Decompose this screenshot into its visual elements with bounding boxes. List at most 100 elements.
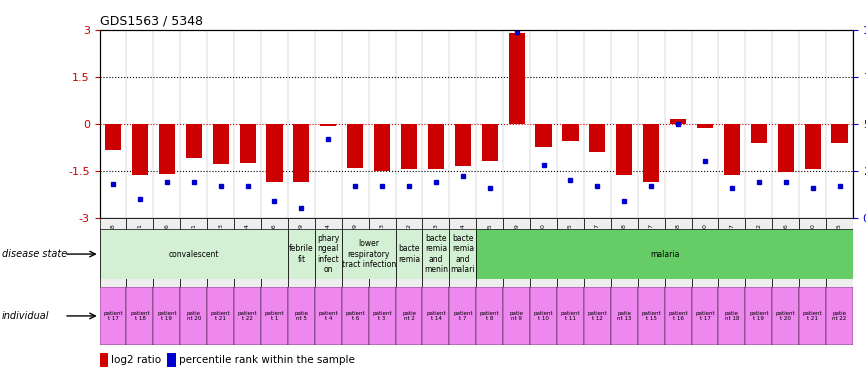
Bar xyxy=(611,287,637,345)
Text: GSM63326: GSM63326 xyxy=(165,223,170,257)
Bar xyxy=(503,287,530,345)
Text: malaria: malaria xyxy=(650,250,679,259)
Text: disease state: disease state xyxy=(2,249,67,259)
Text: patie
nt 18: patie nt 18 xyxy=(725,310,739,321)
Text: percentile rank within the sample: percentile rank within the sample xyxy=(178,355,354,365)
Text: patient
t 21: patient t 21 xyxy=(210,310,230,321)
Text: GDS1563 / 5348: GDS1563 / 5348 xyxy=(100,15,203,27)
Text: GSM63323: GSM63323 xyxy=(379,223,385,257)
Bar xyxy=(428,124,444,169)
Bar xyxy=(557,287,584,345)
Text: bacte
remia: bacte remia xyxy=(398,244,420,264)
Bar xyxy=(719,217,746,287)
Text: patie
nt 2: patie nt 2 xyxy=(402,310,416,321)
Text: patient
t 12: patient t 12 xyxy=(587,310,607,321)
Bar xyxy=(167,353,176,367)
Text: GSM63327: GSM63327 xyxy=(595,223,600,257)
Bar xyxy=(315,229,342,279)
Text: GSM63313: GSM63313 xyxy=(434,223,438,257)
Bar xyxy=(342,287,369,345)
Bar xyxy=(643,124,659,182)
Bar xyxy=(153,217,180,287)
Text: febrile
fit: febrile fit xyxy=(289,244,313,264)
Bar xyxy=(611,217,637,287)
Text: GSM63340: GSM63340 xyxy=(811,223,815,257)
Text: patient
t 7: patient t 7 xyxy=(453,310,473,321)
Bar xyxy=(617,124,632,176)
Bar xyxy=(826,217,853,287)
Bar xyxy=(778,124,794,172)
Bar xyxy=(212,124,229,164)
Text: GSM63318: GSM63318 xyxy=(111,223,115,257)
Text: patient
t 20: patient t 20 xyxy=(776,310,796,321)
Text: GSM63317: GSM63317 xyxy=(729,223,734,257)
Text: phary
ngeal
infect
on: phary ngeal infect on xyxy=(317,234,339,274)
Text: GSM63332: GSM63332 xyxy=(756,223,761,257)
Text: patient
t 14: patient t 14 xyxy=(426,310,446,321)
Bar xyxy=(449,229,476,279)
Text: GSM63338: GSM63338 xyxy=(675,223,681,257)
Text: patient
t 15: patient t 15 xyxy=(642,310,661,321)
Bar xyxy=(369,217,396,287)
Text: GSM63324: GSM63324 xyxy=(326,223,331,257)
Text: patient
t 17: patient t 17 xyxy=(695,310,714,321)
Bar xyxy=(584,287,611,345)
Text: bacte
remia
and
malari: bacte remia and malari xyxy=(450,234,475,274)
Bar xyxy=(100,229,288,279)
Text: GSM63334: GSM63334 xyxy=(245,223,250,257)
Bar xyxy=(374,124,391,171)
Text: GSM63316: GSM63316 xyxy=(272,223,277,257)
Bar xyxy=(530,217,557,287)
Text: patient
t 19: patient t 19 xyxy=(157,310,177,321)
Bar xyxy=(320,124,336,126)
Text: patient
t 1: patient t 1 xyxy=(265,310,284,321)
Text: individual: individual xyxy=(2,311,49,321)
Bar xyxy=(449,287,476,345)
Bar xyxy=(342,229,396,279)
Text: patient
t 22: patient t 22 xyxy=(238,310,257,321)
Bar xyxy=(180,217,207,287)
Bar xyxy=(535,124,552,147)
Bar xyxy=(342,217,369,287)
Bar xyxy=(530,287,557,345)
Bar xyxy=(267,124,282,182)
Bar xyxy=(665,287,692,345)
Text: GSM63339: GSM63339 xyxy=(352,223,358,257)
Text: patient
t 19: patient t 19 xyxy=(749,310,769,321)
Bar xyxy=(503,217,530,287)
Text: patie
nt 5: patie nt 5 xyxy=(294,310,308,321)
Bar xyxy=(132,124,148,176)
Bar xyxy=(158,124,175,174)
Bar xyxy=(746,287,772,345)
Bar xyxy=(315,287,342,345)
Text: patient
t 6: patient t 6 xyxy=(346,310,365,321)
Bar xyxy=(423,217,449,287)
Bar xyxy=(261,217,288,287)
Text: GSM63336: GSM63336 xyxy=(783,223,788,257)
Text: GSM63329: GSM63329 xyxy=(299,223,304,257)
Text: GSM63333: GSM63333 xyxy=(218,223,223,257)
Bar xyxy=(772,287,799,345)
Bar xyxy=(423,287,449,345)
Text: patient
t 11: patient t 11 xyxy=(560,310,580,321)
Bar xyxy=(153,287,180,345)
Bar xyxy=(234,287,261,345)
Bar xyxy=(234,217,261,287)
Bar xyxy=(831,124,848,142)
Text: GSM63321: GSM63321 xyxy=(138,223,142,257)
Text: patient
t 4: patient t 4 xyxy=(319,310,338,321)
Bar xyxy=(315,217,342,287)
Text: GSM63320: GSM63320 xyxy=(541,223,546,257)
Bar xyxy=(294,124,309,182)
Text: patie
nt 9: patie nt 9 xyxy=(510,310,524,321)
Bar xyxy=(805,124,821,169)
Bar xyxy=(772,217,799,287)
Text: GSM63331: GSM63331 xyxy=(191,223,197,257)
Bar xyxy=(185,124,202,158)
Bar xyxy=(476,287,503,345)
Bar xyxy=(369,287,396,345)
Bar xyxy=(288,287,315,345)
Bar xyxy=(449,217,476,287)
Bar xyxy=(751,124,767,142)
Bar xyxy=(396,287,423,345)
